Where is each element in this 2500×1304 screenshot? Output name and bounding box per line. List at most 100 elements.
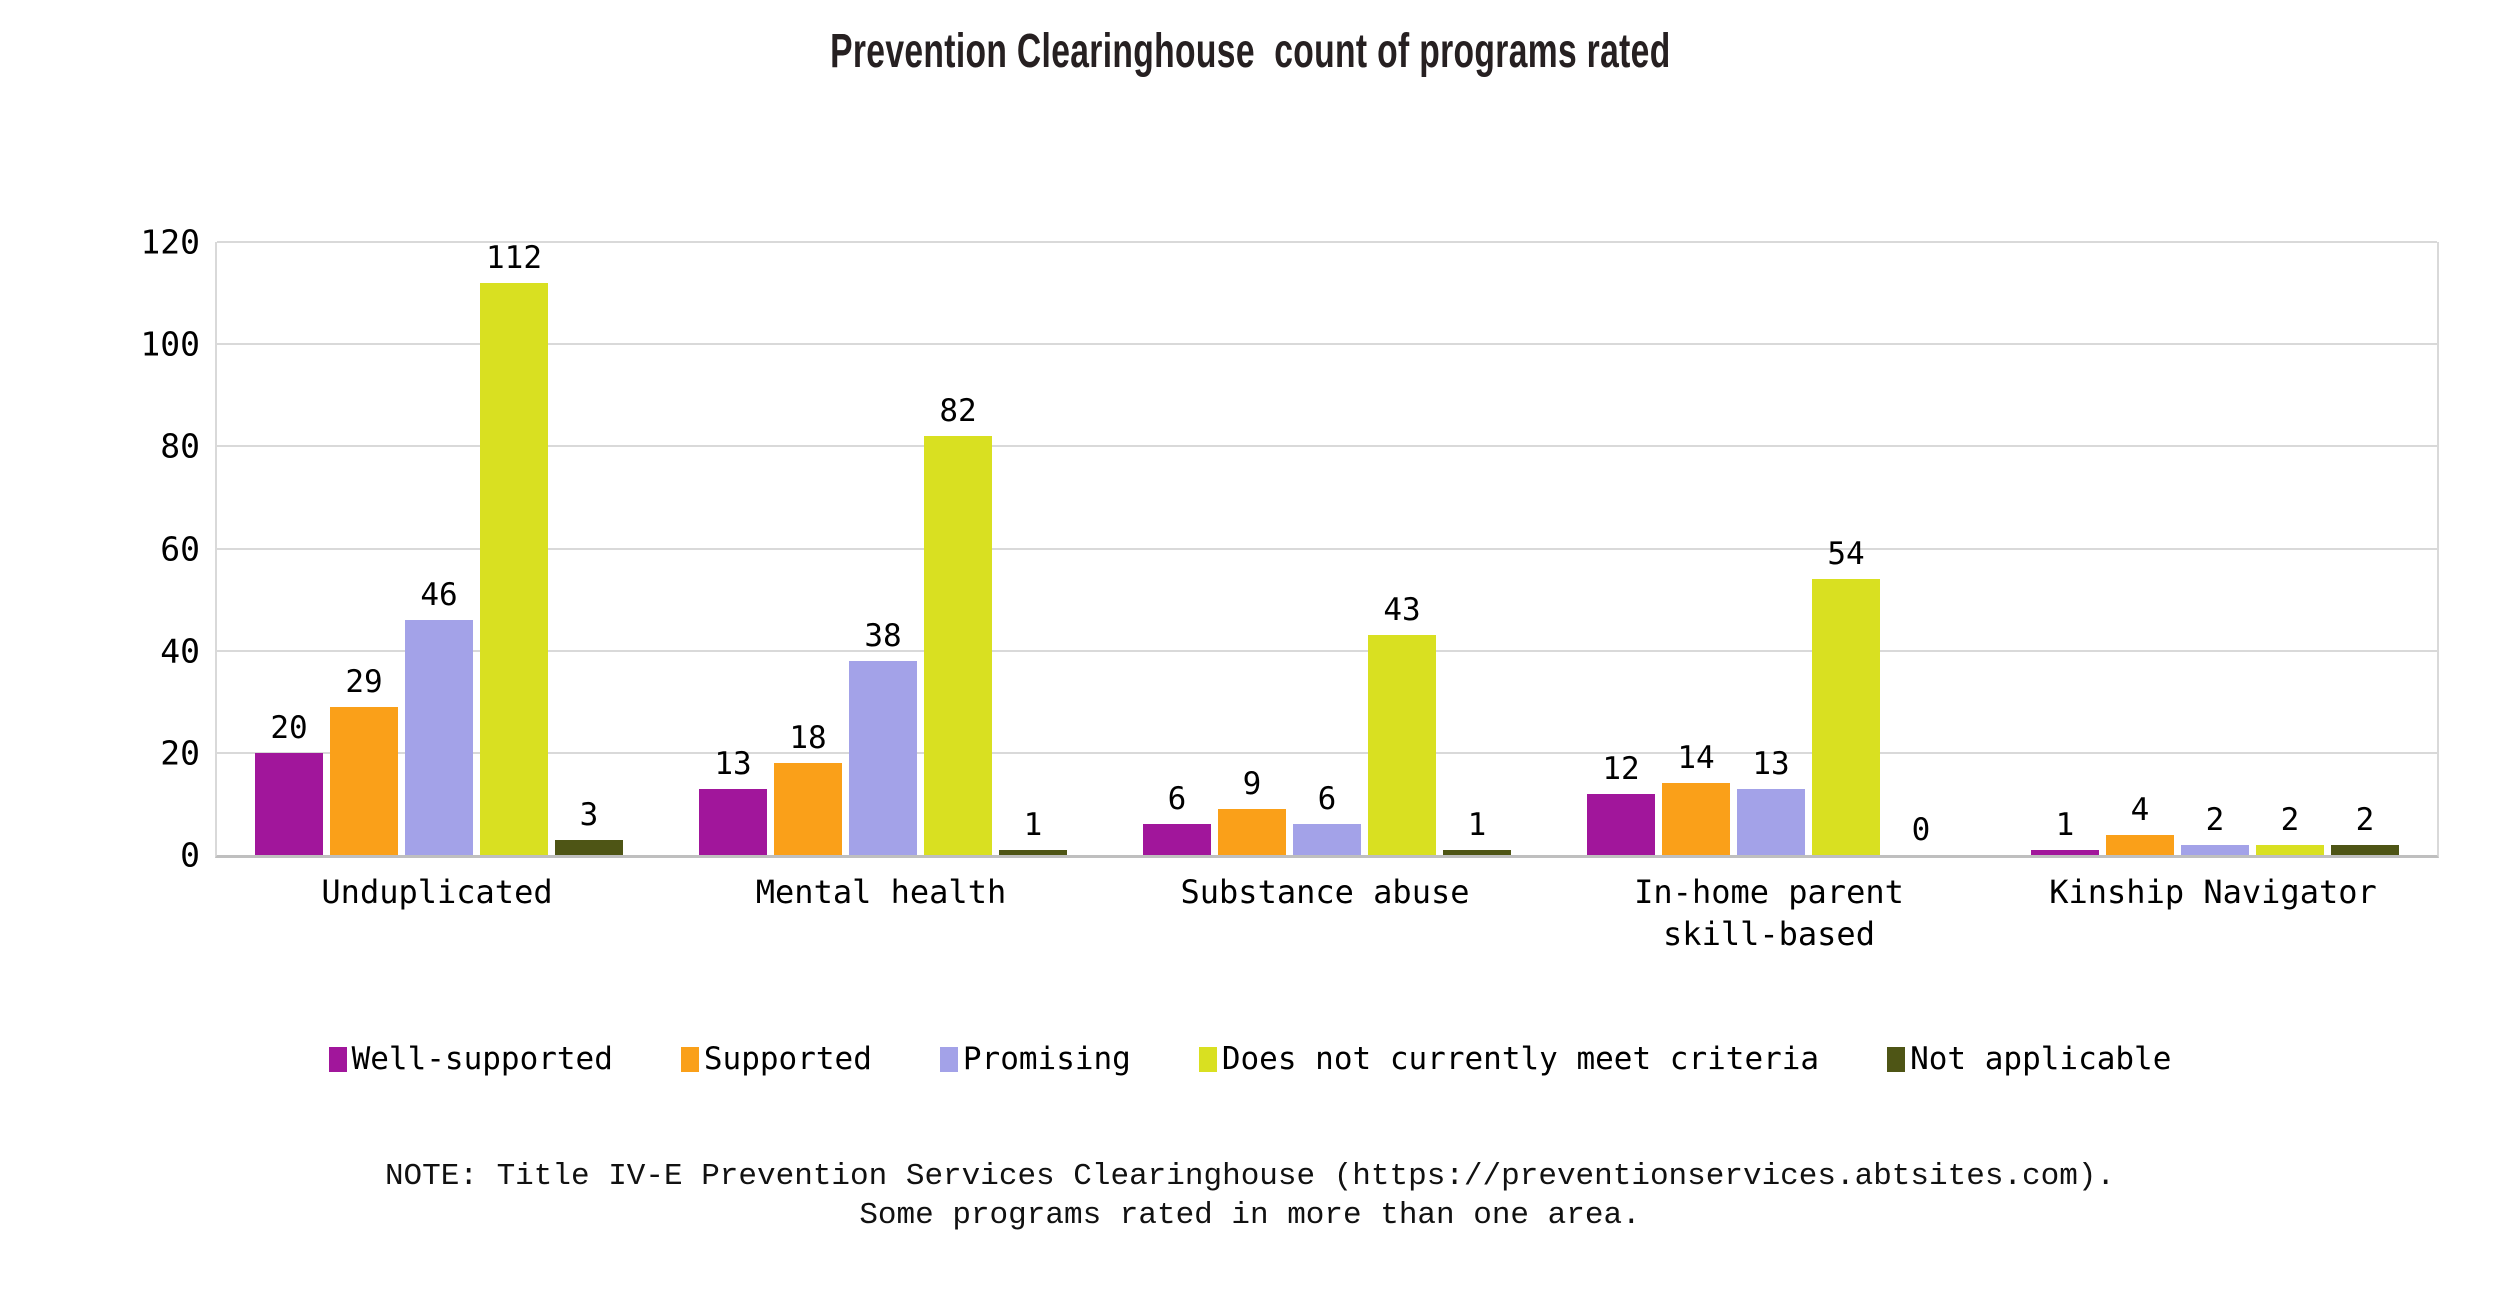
legend-item: Well-supported: [328, 1041, 613, 1077]
bar: [255, 752, 323, 855]
legend-label: Supported: [703, 1041, 872, 1077]
y-axis-tick-label: 80: [160, 426, 200, 466]
bar: [1443, 849, 1511, 855]
bar: [924, 436, 992, 855]
y-axis-tick-label: 40: [160, 631, 200, 671]
bar-slot: 29: [330, 242, 398, 855]
bar-slot: 1: [999, 242, 1067, 855]
bar: [1293, 824, 1361, 855]
bar-group: 1 4 2 2 2: [1993, 242, 2437, 855]
bar-slot: 9: [1218, 242, 1286, 855]
bar-value-label: 20: [270, 709, 308, 746]
bar-group: 6 9 6 43 1: [1105, 242, 1549, 855]
legend: Well-supported Supported Promising Does not…: [0, 1044, 2500, 1075]
bar-slot: 1: [2031, 242, 2099, 855]
bar-value-label: 1: [2055, 806, 2075, 843]
bar-value-label: 38: [864, 617, 902, 654]
bar-slot: 2: [2181, 242, 2249, 855]
y-axis-tick-label: 20: [160, 733, 200, 773]
gridline: [217, 649, 2437, 652]
legend-swatch: [939, 1047, 958, 1072]
bar-value-label: 0: [1911, 812, 1931, 848]
bar: [849, 660, 917, 855]
bar-value-label: 29: [345, 663, 383, 700]
bar-value-label: 9: [1242, 766, 1262, 803]
bar-slot: 20: [255, 242, 323, 855]
note-line-2: Some programs rated in more than one are…: [859, 1197, 1641, 1233]
bar-slot: 112: [480, 242, 548, 855]
bar: [1368, 635, 1436, 855]
x-axis-category-label: Substance abuse: [1180, 873, 1470, 911]
bar-slot: 3: [555, 242, 623, 855]
bar: [1662, 783, 1730, 855]
x-axis-category-label: In-home parent skill-based: [1634, 873, 1904, 953]
bar-slot: 38: [849, 242, 917, 855]
bar-value-label: 2: [2355, 801, 2375, 838]
note-line-1: NOTE: Title IV-E Prevention Services Cle…: [384, 1159, 2116, 1194]
bar-value-label: 112: [486, 239, 542, 276]
gridline: [217, 445, 2437, 448]
bar-value-label: 14: [1677, 740, 1715, 777]
bar-value-label: 1: [1023, 806, 1043, 843]
bar: [699, 788, 767, 855]
legend-label: Well-supported: [351, 1041, 613, 1077]
bar: [2181, 844, 2249, 855]
bar-slot: 54: [1812, 242, 1880, 855]
legend-label: Promising: [962, 1041, 1131, 1077]
x-axis-category-label: Mental health: [755, 873, 1007, 911]
gridline: [217, 751, 2437, 754]
bar-slot: 1: [1443, 242, 1511, 855]
bar-value-label: 82: [939, 393, 977, 430]
bar-value-label: 4: [2130, 791, 2150, 828]
y-axis: 0 20 40 60 80 100 120: [80, 226, 200, 872]
bar: [1812, 579, 1880, 855]
bar-value-label: 46: [420, 577, 458, 614]
bar-slot: 6: [1143, 242, 1211, 855]
bar-slot: 14: [1662, 242, 1730, 855]
bar: [1587, 793, 1655, 855]
bar: [405, 620, 473, 855]
bar-slot: 18: [774, 242, 842, 855]
bar: [480, 282, 548, 855]
chart-title: Prevention Clearinghouse count of progra…: [829, 25, 1671, 78]
gridline: [217, 241, 2437, 243]
bar-value-label: 43: [1383, 592, 1421, 629]
bar-slot: 82: [924, 242, 992, 855]
bar-value-label: 1: [1467, 806, 1487, 843]
bar-group: 13 18 38 82 1: [661, 242, 1105, 855]
bar-slot: 46: [405, 242, 473, 855]
bar-value-label: 6: [1167, 781, 1187, 818]
legend-item: Supported: [680, 1041, 872, 1077]
legend-label: Not applicable: [1910, 1041, 2172, 1077]
bar-groups: 20 29 46 112 3 13 18 38 82 1 6 9 6 43 1 12 14 13 54 0 1 4 2 2 2: [217, 242, 2437, 855]
bar-value-label: 18: [789, 720, 827, 757]
bar-value-label: 3: [579, 796, 599, 833]
legend-swatch: [1198, 1047, 1217, 1072]
gridline: [217, 547, 2437, 550]
bar-slot: 6: [1293, 242, 1361, 855]
y-axis-tick-label: 0: [180, 835, 200, 875]
bar-value-label: 54: [1827, 536, 1865, 573]
legend-swatch: [680, 1047, 699, 1072]
bar: [2256, 844, 2324, 855]
bar-value-label: 13: [1752, 745, 1790, 782]
y-axis-tick-label: 120: [140, 222, 200, 262]
x-axis: Unduplicated Mental health Substance abuse…: [215, 872, 2435, 955]
y-axis-tick-label: 60: [160, 529, 200, 568]
legend-item: Promising: [939, 1041, 1131, 1077]
bar-value-label: 13: [714, 745, 752, 782]
bar-group: 20 29 46 112 3: [217, 242, 661, 855]
bar-value-label: 12: [1602, 750, 1640, 787]
bar: [774, 763, 842, 855]
bar: [2031, 849, 2099, 855]
bar-slot: 2: [2331, 242, 2399, 855]
legend-item: Not applicable: [1887, 1044, 2171, 1075]
bar-value-label: 6: [1317, 781, 1337, 818]
bar-slot: 13: [1737, 242, 1805, 855]
bar: [1143, 824, 1211, 855]
bar-slot: 12: [1587, 242, 1655, 855]
y-axis-tick-label: 100: [140, 324, 200, 364]
bar: [2331, 844, 2399, 855]
chart-title-row: Prevention Clearinghouse count of progra…: [0, 24, 2500, 79]
bar-slot: 4: [2106, 242, 2174, 855]
